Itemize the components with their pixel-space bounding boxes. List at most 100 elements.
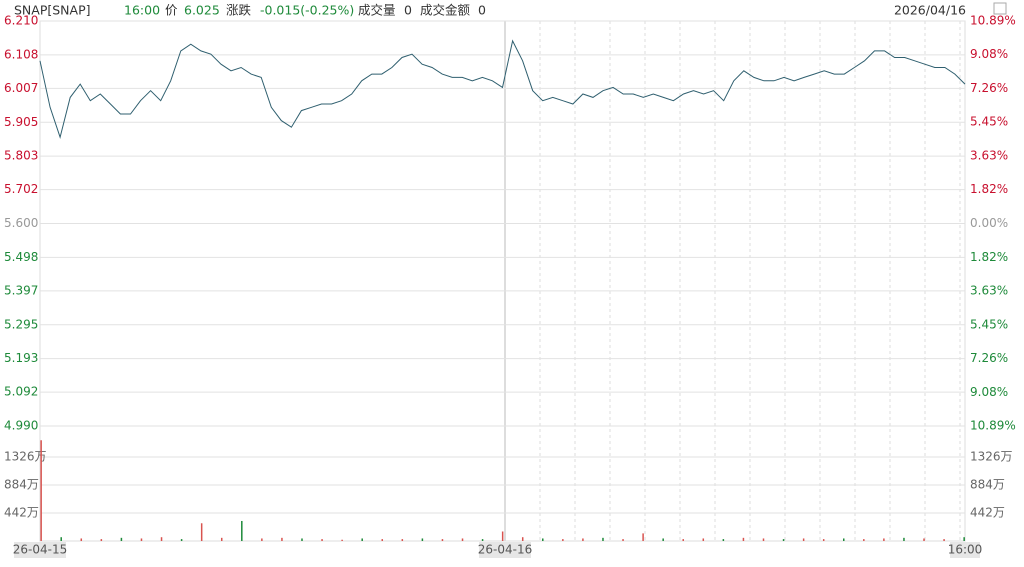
volume-bar <box>903 537 905 541</box>
volume-label: 成交量 <box>358 3 396 18</box>
vol-tick-label-right: 1326万 <box>970 449 1013 463</box>
x-label-bg <box>950 542 980 558</box>
volume-bar <box>220 537 223 541</box>
volume-bar <box>361 538 363 541</box>
y2-tick-label: 3.63% <box>970 149 1008 163</box>
volume-bar <box>582 538 584 541</box>
volume-bar <box>943 539 945 541</box>
x-label-bg <box>14 542 66 558</box>
volume-bar <box>60 537 62 541</box>
header: SNAP[SNAP] 16:00 价 6.025 涨跌 -0.015(-0.25… <box>14 3 966 18</box>
y2-tick-label: 5.45% <box>970 317 1008 331</box>
vol-tick-label: 1326万 <box>4 449 47 463</box>
price-label: 价 <box>165 3 178 18</box>
y2-tick-label: 1.82% <box>970 182 1008 196</box>
y2-tick-label: 10.89% <box>970 14 1016 28</box>
volume-bar <box>822 539 825 541</box>
volume-bar <box>80 538 83 541</box>
volume-bar <box>120 537 123 541</box>
y2-tick-label: 9.08% <box>970 385 1008 399</box>
volume-bar <box>241 520 243 541</box>
volume-bar <box>521 537 524 541</box>
volume-bar <box>682 539 684 541</box>
volume-bar <box>662 538 664 541</box>
volume-bar <box>622 539 624 541</box>
volume-bar <box>843 538 845 541</box>
amount: 0 <box>478 3 486 18</box>
date: 2026/04/16 <box>894 3 966 18</box>
x-tick-label: 26-04-15 <box>13 543 67 557</box>
volume-bar <box>883 538 885 541</box>
y-tick-label: 5.092 <box>4 385 38 399</box>
y2-tick-label: 9.08% <box>970 47 1008 61</box>
icon[interactable] <box>993 2 1007 15</box>
time: 16:00 <box>124 3 160 18</box>
volume-bar <box>200 523 203 541</box>
volume-bar <box>863 539 865 541</box>
volume-bar <box>321 539 323 541</box>
volume-bar <box>40 440 42 541</box>
vol-tick-label: 884万 <box>4 477 39 491</box>
volume-bar <box>501 531 504 541</box>
volume-bar <box>441 539 444 541</box>
plot-frame <box>39 20 966 542</box>
y-tick-label: 5.905 <box>4 115 38 129</box>
volume-bar <box>261 538 263 541</box>
amount-label: 成交金额 <box>420 3 471 18</box>
y-tick-label: 5.498 <box>4 250 38 264</box>
vol-tick-label: 442万 <box>4 505 39 519</box>
volume-bar <box>702 538 705 541</box>
y2-tick-label: 3.63% <box>970 284 1008 298</box>
volume-bar <box>762 538 765 541</box>
y-tick-label: 5.193 <box>4 351 38 365</box>
y-tick-label: 5.803 <box>4 149 38 163</box>
volume-bar <box>341 539 343 541</box>
volume-bar <box>602 537 604 541</box>
volume-bar <box>782 539 785 541</box>
y-tick-label: 4.990 <box>4 419 38 433</box>
price-line <box>39 39 966 139</box>
volume-bar <box>542 538 544 541</box>
change: -0.015(-0.25%) <box>260 3 354 18</box>
y-tick-label: 5.295 <box>4 317 38 331</box>
volume: 0 <box>404 3 412 18</box>
y2-tick-label: 10.89% <box>970 419 1016 433</box>
volume-bar <box>401 539 404 541</box>
y-tick-label: 6.007 <box>4 81 38 95</box>
volume-bar <box>562 539 564 541</box>
y2-tick-label: 5.45% <box>970 115 1008 129</box>
y-tick-label: 5.397 <box>4 283 38 297</box>
symbol: SNAP[SNAP] <box>14 3 91 18</box>
volume-bar <box>742 537 745 541</box>
change-label: 涨跌 <box>226 3 252 18</box>
volume-bar <box>140 538 143 541</box>
volume-bar <box>722 539 725 541</box>
volume-bar <box>301 538 303 541</box>
y-tick-label: 6.108 <box>4 47 38 61</box>
y-tick-label: 5.600 <box>4 216 38 230</box>
volume-bar <box>802 538 805 541</box>
y2-tick-label: 7.26% <box>970 81 1008 95</box>
y2-tick-label: 7.26% <box>970 351 1008 365</box>
volume-bar <box>481 539 484 541</box>
volume-bar <box>642 533 644 541</box>
y2-tick-label: 0.00% <box>970 216 1008 230</box>
y-tick-label: 5.702 <box>4 182 38 196</box>
vol-tick-label-right: 442万 <box>970 505 1005 519</box>
volume-bar <box>923 538 925 541</box>
volume-bar <box>180 539 183 541</box>
volume-bar <box>160 537 163 541</box>
x-tick-label: 16:00 <box>948 543 983 557</box>
x-tick-label: 26-04-16 <box>478 543 532 557</box>
y2-tick-label: 1.82% <box>970 250 1008 264</box>
volume-bar <box>281 537 283 541</box>
volume-bar <box>421 538 424 541</box>
vol-tick-label-right: 884万 <box>970 477 1005 491</box>
price: 6.025 <box>184 3 220 18</box>
volume-bar <box>381 539 384 541</box>
volume-bar <box>100 539 103 541</box>
y-tick-label: 6.210 <box>4 14 38 28</box>
x-label-bg <box>479 542 531 558</box>
volume-bar <box>963 537 965 541</box>
